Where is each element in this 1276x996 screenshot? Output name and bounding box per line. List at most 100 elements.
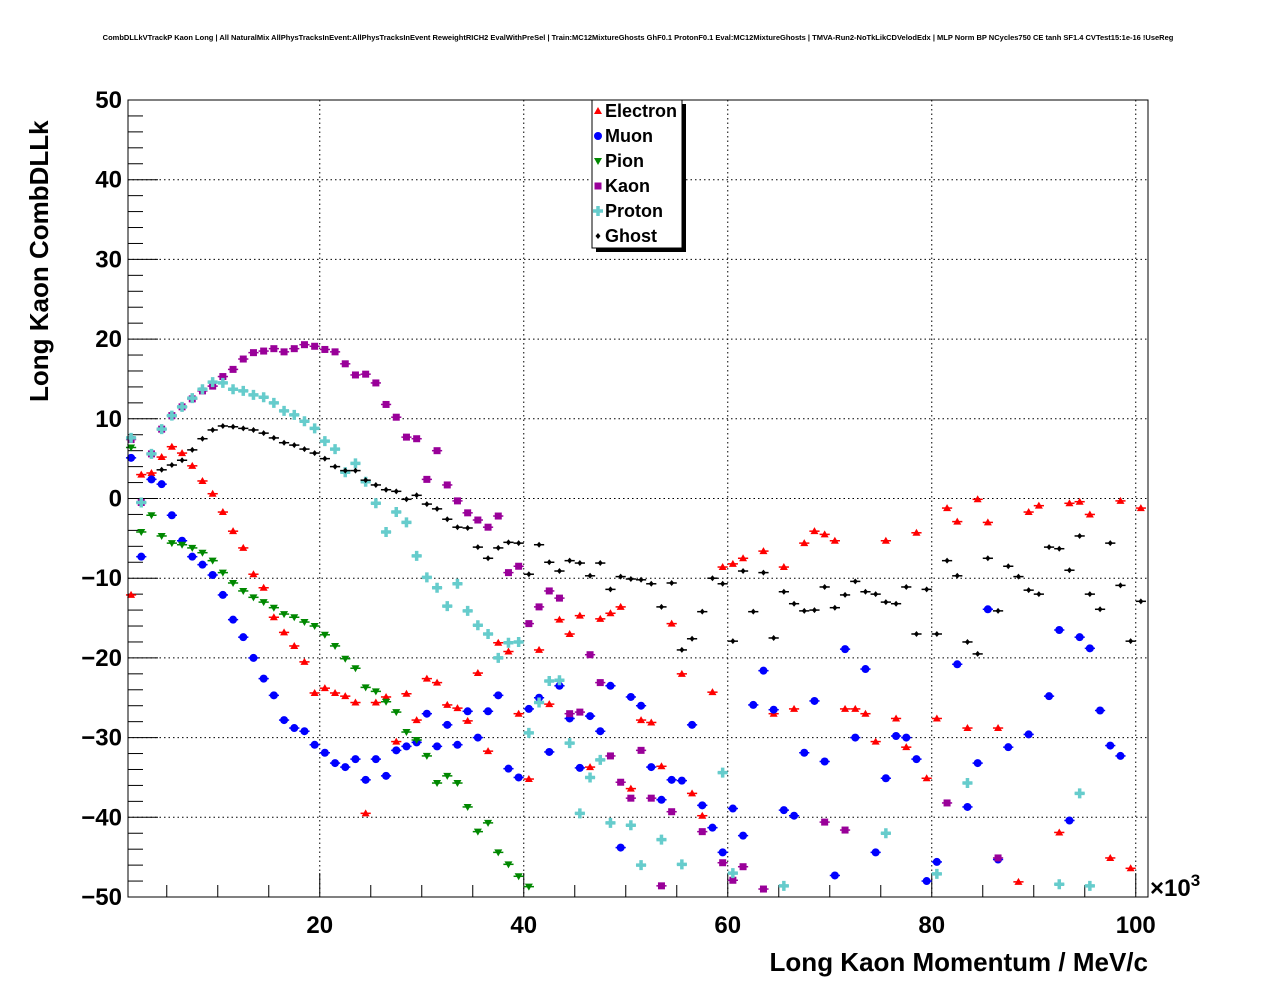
y-axis-title: Long Kaon CombDLLk [24, 120, 54, 402]
x-tick-label: 80 [918, 912, 945, 939]
data-point [463, 716, 472, 724]
data-point [535, 603, 543, 611]
data-point [249, 349, 257, 357]
data-point [178, 449, 187, 457]
data-point [1054, 879, 1065, 890]
data-point [597, 560, 603, 567]
data-point [411, 550, 422, 561]
data-point [1024, 730, 1033, 739]
data-point [830, 871, 839, 880]
data-point [800, 748, 809, 757]
data-point [554, 675, 565, 686]
data-point [962, 778, 973, 789]
data-point [555, 594, 563, 602]
x-tick-label: 20 [306, 912, 333, 939]
data-point [166, 410, 177, 421]
data-point [524, 883, 533, 891]
data-point [1065, 816, 1074, 825]
data-point [963, 724, 972, 732]
data-point [515, 562, 523, 570]
data-point [279, 405, 290, 416]
data-point [637, 746, 645, 754]
data-point [495, 544, 501, 551]
data-point [169, 462, 175, 469]
data-point [545, 747, 554, 756]
data-point [208, 557, 217, 565]
data-point [953, 660, 962, 669]
data-point [668, 808, 676, 816]
data-point [820, 757, 829, 766]
data-point [964, 638, 970, 645]
data-point [320, 684, 329, 692]
data-point [1036, 591, 1042, 598]
data-point [341, 692, 350, 700]
data-point [444, 516, 450, 523]
data-point [851, 704, 860, 712]
data-point [207, 377, 218, 388]
data-point [1117, 582, 1123, 589]
data-point [963, 802, 972, 811]
data-point [299, 416, 310, 427]
data-point [575, 611, 584, 619]
data-point [841, 826, 849, 834]
data-point [462, 605, 473, 616]
data-point [433, 742, 442, 751]
data-point [525, 620, 533, 628]
data-point [290, 345, 298, 353]
data-point [239, 587, 248, 595]
data-point [1075, 497, 1084, 505]
data-point [402, 742, 411, 751]
series-ghost [156, 422, 1146, 657]
data-point [526, 571, 532, 578]
data-point [320, 631, 329, 639]
data-point [474, 516, 482, 524]
data-point [606, 752, 614, 760]
series-electron [125, 442, 1146, 885]
data-point [811, 607, 817, 614]
data-point [331, 348, 339, 356]
data-point [524, 775, 533, 783]
data-point [433, 447, 441, 455]
data-point [534, 697, 545, 708]
data-point [220, 422, 226, 429]
data-point [759, 885, 767, 893]
data-point [350, 458, 361, 469]
data-point [493, 652, 504, 663]
data-point [985, 555, 991, 562]
data-point [300, 727, 309, 736]
data-point [902, 743, 911, 751]
data-point [422, 709, 431, 718]
data-point [606, 681, 615, 690]
data-point [391, 507, 402, 518]
x-tick-label: 100 [1116, 912, 1156, 939]
data-point [1066, 567, 1072, 574]
data-point [269, 613, 278, 621]
data-point [271, 434, 277, 441]
data-point [219, 373, 227, 381]
data-point [903, 583, 909, 590]
series-muon [125, 453, 1126, 886]
data-point [616, 843, 625, 852]
data-point [443, 481, 451, 489]
data-point [689, 635, 695, 642]
data-point [861, 665, 870, 674]
legend-label-muon: Muon [605, 126, 653, 146]
data-point [290, 614, 299, 622]
data-point [657, 882, 665, 890]
data-point [1055, 828, 1064, 836]
data-point [943, 504, 952, 512]
data-point [371, 698, 380, 706]
data-point [503, 637, 514, 648]
data-point [924, 586, 930, 593]
data-point [596, 679, 604, 687]
data-point [881, 774, 890, 783]
data-point [452, 578, 463, 589]
data-point [494, 638, 503, 646]
data-point [791, 600, 797, 607]
data-point [280, 348, 288, 356]
data-point [931, 868, 942, 879]
data-point [709, 575, 715, 582]
data-point [198, 476, 207, 484]
data-point [1138, 598, 1144, 605]
data-point [433, 678, 442, 686]
